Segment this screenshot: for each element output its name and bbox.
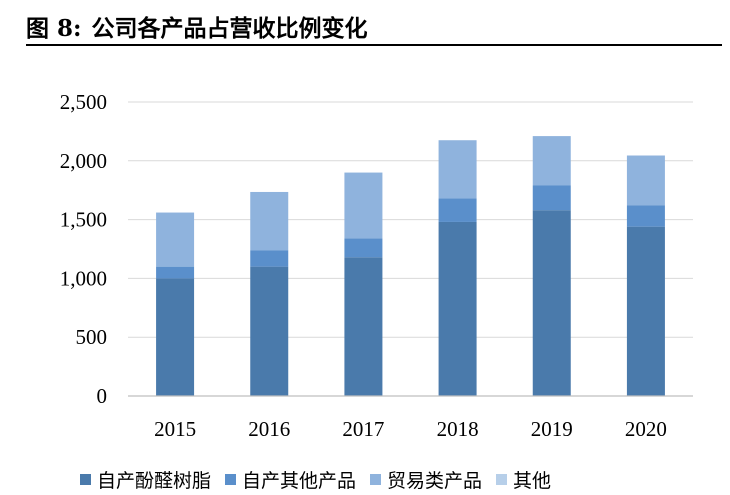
y-tick-label: 2,500	[60, 90, 107, 114]
bar-segment	[438, 221, 477, 396]
x-tick-label: 2018	[437, 417, 479, 441]
legend-label: 自产其他产品	[242, 469, 357, 492]
y-tick-label: 0	[97, 384, 108, 408]
legend-label: 自产酚醛树脂	[97, 469, 212, 492]
legend-item: 贸易类产品	[370, 466, 482, 493]
legend-swatch	[496, 473, 508, 485]
bar-segment	[626, 205, 665, 227]
bar-segment	[532, 210, 571, 396]
bar-segment	[250, 266, 289, 396]
bar-segment	[250, 250, 289, 267]
y-tick-label: 1,500	[60, 208, 107, 232]
x-tick-label: 2016	[248, 417, 290, 441]
legend-label: 其他	[513, 469, 552, 492]
bar-segment	[438, 140, 477, 199]
figure-header: 图 8: 公司各产品占营收比例变化	[0, 0, 722, 46]
bar-segment	[156, 212, 195, 267]
legend-label: 贸易类产品	[387, 469, 483, 492]
chart-legend: 自产酚醛树脂 自产其他产品 贸易类产品 其他	[80, 466, 565, 492]
legend-swatch	[370, 473, 382, 485]
legend-item: 其他	[496, 466, 551, 493]
figure-title-text: 公司各产品占营收比例变化	[91, 15, 368, 42]
figure-label: 图 8:	[26, 15, 82, 42]
bar-segment	[532, 136, 571, 186]
bar-segment	[626, 155, 665, 206]
title-underline	[26, 44, 722, 46]
legend-item: 自产酚醛树脂	[80, 466, 211, 493]
bar-segment	[344, 172, 383, 239]
legend-swatch	[80, 473, 91, 485]
bar-segment	[156, 278, 195, 396]
bar-segment	[250, 191, 289, 251]
stacked-bar-chart: 0 500 1,000 1,500 2,000 2,500 2015 2016 2017 2018…	[60, 90, 693, 441]
y-tick-label: 2,000	[60, 149, 107, 173]
x-tick-label: 2017	[342, 417, 384, 441]
bar-segment	[344, 238, 383, 258]
legend-item: 自产其他产品	[225, 466, 356, 493]
x-tick-label: 2020	[625, 417, 667, 441]
x-tick-label: 2015	[154, 417, 196, 441]
legend-swatch	[225, 473, 237, 485]
bar-segment	[438, 198, 477, 222]
x-tick-label: 2019	[531, 417, 573, 441]
bar-segment	[626, 226, 665, 396]
bar-segment	[532, 185, 571, 211]
y-tick-label: 1,000	[60, 266, 107, 290]
bar-segment	[344, 257, 383, 396]
y-tick-label: 500	[76, 325, 108, 349]
bar-segment	[156, 266, 195, 279]
figure-title: 图 8: 公司各产品占营收比例变化	[26, 9, 368, 43]
